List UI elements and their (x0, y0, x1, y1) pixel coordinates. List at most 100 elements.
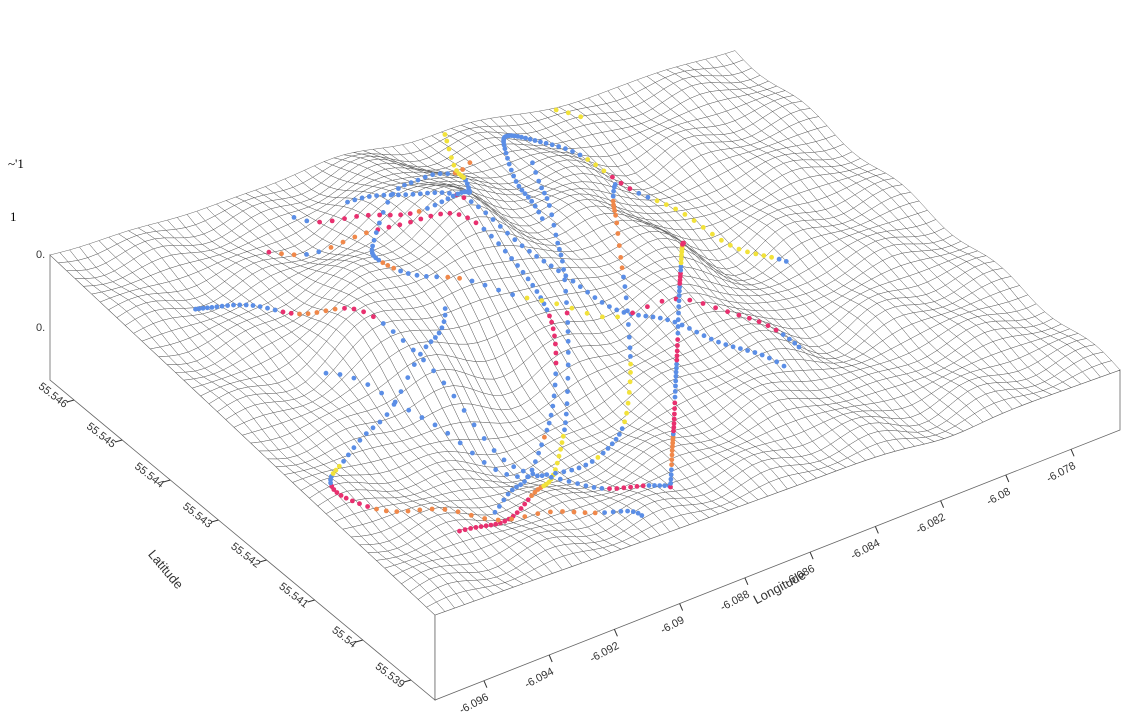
track-point (514, 510, 520, 515)
track-point (672, 400, 678, 406)
track-point (624, 410, 629, 416)
track-point (503, 150, 509, 156)
track-point (761, 253, 767, 258)
track-point (542, 434, 547, 440)
track-point (694, 329, 700, 335)
track-point (774, 359, 780, 365)
track-point (599, 300, 605, 305)
track-point (279, 251, 284, 257)
track-point (510, 292, 515, 298)
x-tick-label: -6.078 (1045, 460, 1078, 485)
annotation: 1 (10, 209, 17, 224)
track-point (374, 193, 379, 199)
track-point (497, 224, 503, 229)
track-point (442, 507, 448, 512)
track-point (408, 180, 414, 186)
track-point (352, 197, 358, 203)
track-point (371, 237, 377, 243)
track-point (599, 486, 605, 491)
track-point (583, 483, 589, 489)
track-point (377, 212, 382, 218)
track-point (482, 516, 488, 521)
track-point (615, 314, 620, 320)
track-point (553, 360, 559, 366)
track-point (514, 484, 519, 490)
track-point (612, 182, 618, 187)
track-point (231, 302, 236, 308)
track-point (430, 172, 435, 178)
track-point (609, 441, 615, 447)
track-point (502, 248, 508, 254)
track-point (674, 353, 680, 359)
track-point (614, 307, 620, 313)
track-point (565, 350, 571, 355)
track-point (387, 212, 393, 218)
track-point (576, 465, 582, 471)
track-point (640, 483, 646, 489)
track-point (468, 526, 473, 531)
track-point (461, 408, 467, 413)
track-point (341, 458, 346, 464)
track-point (569, 305, 575, 311)
track-point (636, 190, 642, 196)
track-point (558, 252, 564, 258)
track-point (316, 249, 322, 255)
track-point (553, 371, 559, 377)
track-point (536, 178, 542, 184)
track-point (445, 430, 451, 436)
track-point (610, 193, 616, 199)
track-point (527, 248, 532, 254)
track-point (439, 325, 445, 331)
track-point (509, 256, 514, 261)
track-point (405, 271, 411, 276)
track-point (520, 468, 526, 474)
track-point (305, 311, 311, 317)
track-point (614, 220, 620, 226)
track-point (398, 212, 403, 218)
track-point (617, 432, 622, 437)
track-point (505, 491, 511, 497)
track-point (380, 321, 386, 326)
track-point (752, 350, 758, 355)
track-point (370, 425, 376, 431)
track-point (508, 167, 514, 173)
track-point (625, 400, 631, 406)
x-tick (1070, 449, 1075, 457)
track-point (563, 288, 569, 294)
track-point (662, 483, 667, 489)
track-point (414, 272, 420, 278)
track-point (417, 191, 423, 197)
track-point (291, 252, 297, 258)
track-point (354, 214, 359, 219)
track-point (342, 216, 347, 222)
track-point (505, 155, 510, 161)
track-point (446, 146, 452, 152)
track-point (787, 336, 792, 342)
track-point (713, 305, 718, 311)
track-point (483, 523, 489, 529)
track-point (592, 295, 598, 300)
track-point (730, 344, 736, 350)
track-point (630, 509, 636, 515)
track-point (565, 110, 571, 116)
track-point (496, 241, 501, 247)
track-point (445, 196, 451, 202)
track-point (509, 516, 514, 522)
track-point (626, 322, 631, 327)
track-point (607, 486, 612, 492)
track-point (657, 315, 663, 321)
track-point (625, 508, 630, 514)
x-tick-label: -6.082 (914, 511, 947, 536)
track-point (428, 339, 434, 345)
track-point (671, 421, 677, 426)
track-point (522, 514, 528, 519)
x-tick (874, 526, 879, 534)
track-point (659, 298, 665, 304)
track-point (390, 191, 396, 197)
track-point (565, 320, 571, 325)
track-point (551, 393, 557, 399)
track-point (673, 378, 679, 384)
track-point (577, 152, 583, 158)
track-point (585, 157, 591, 162)
